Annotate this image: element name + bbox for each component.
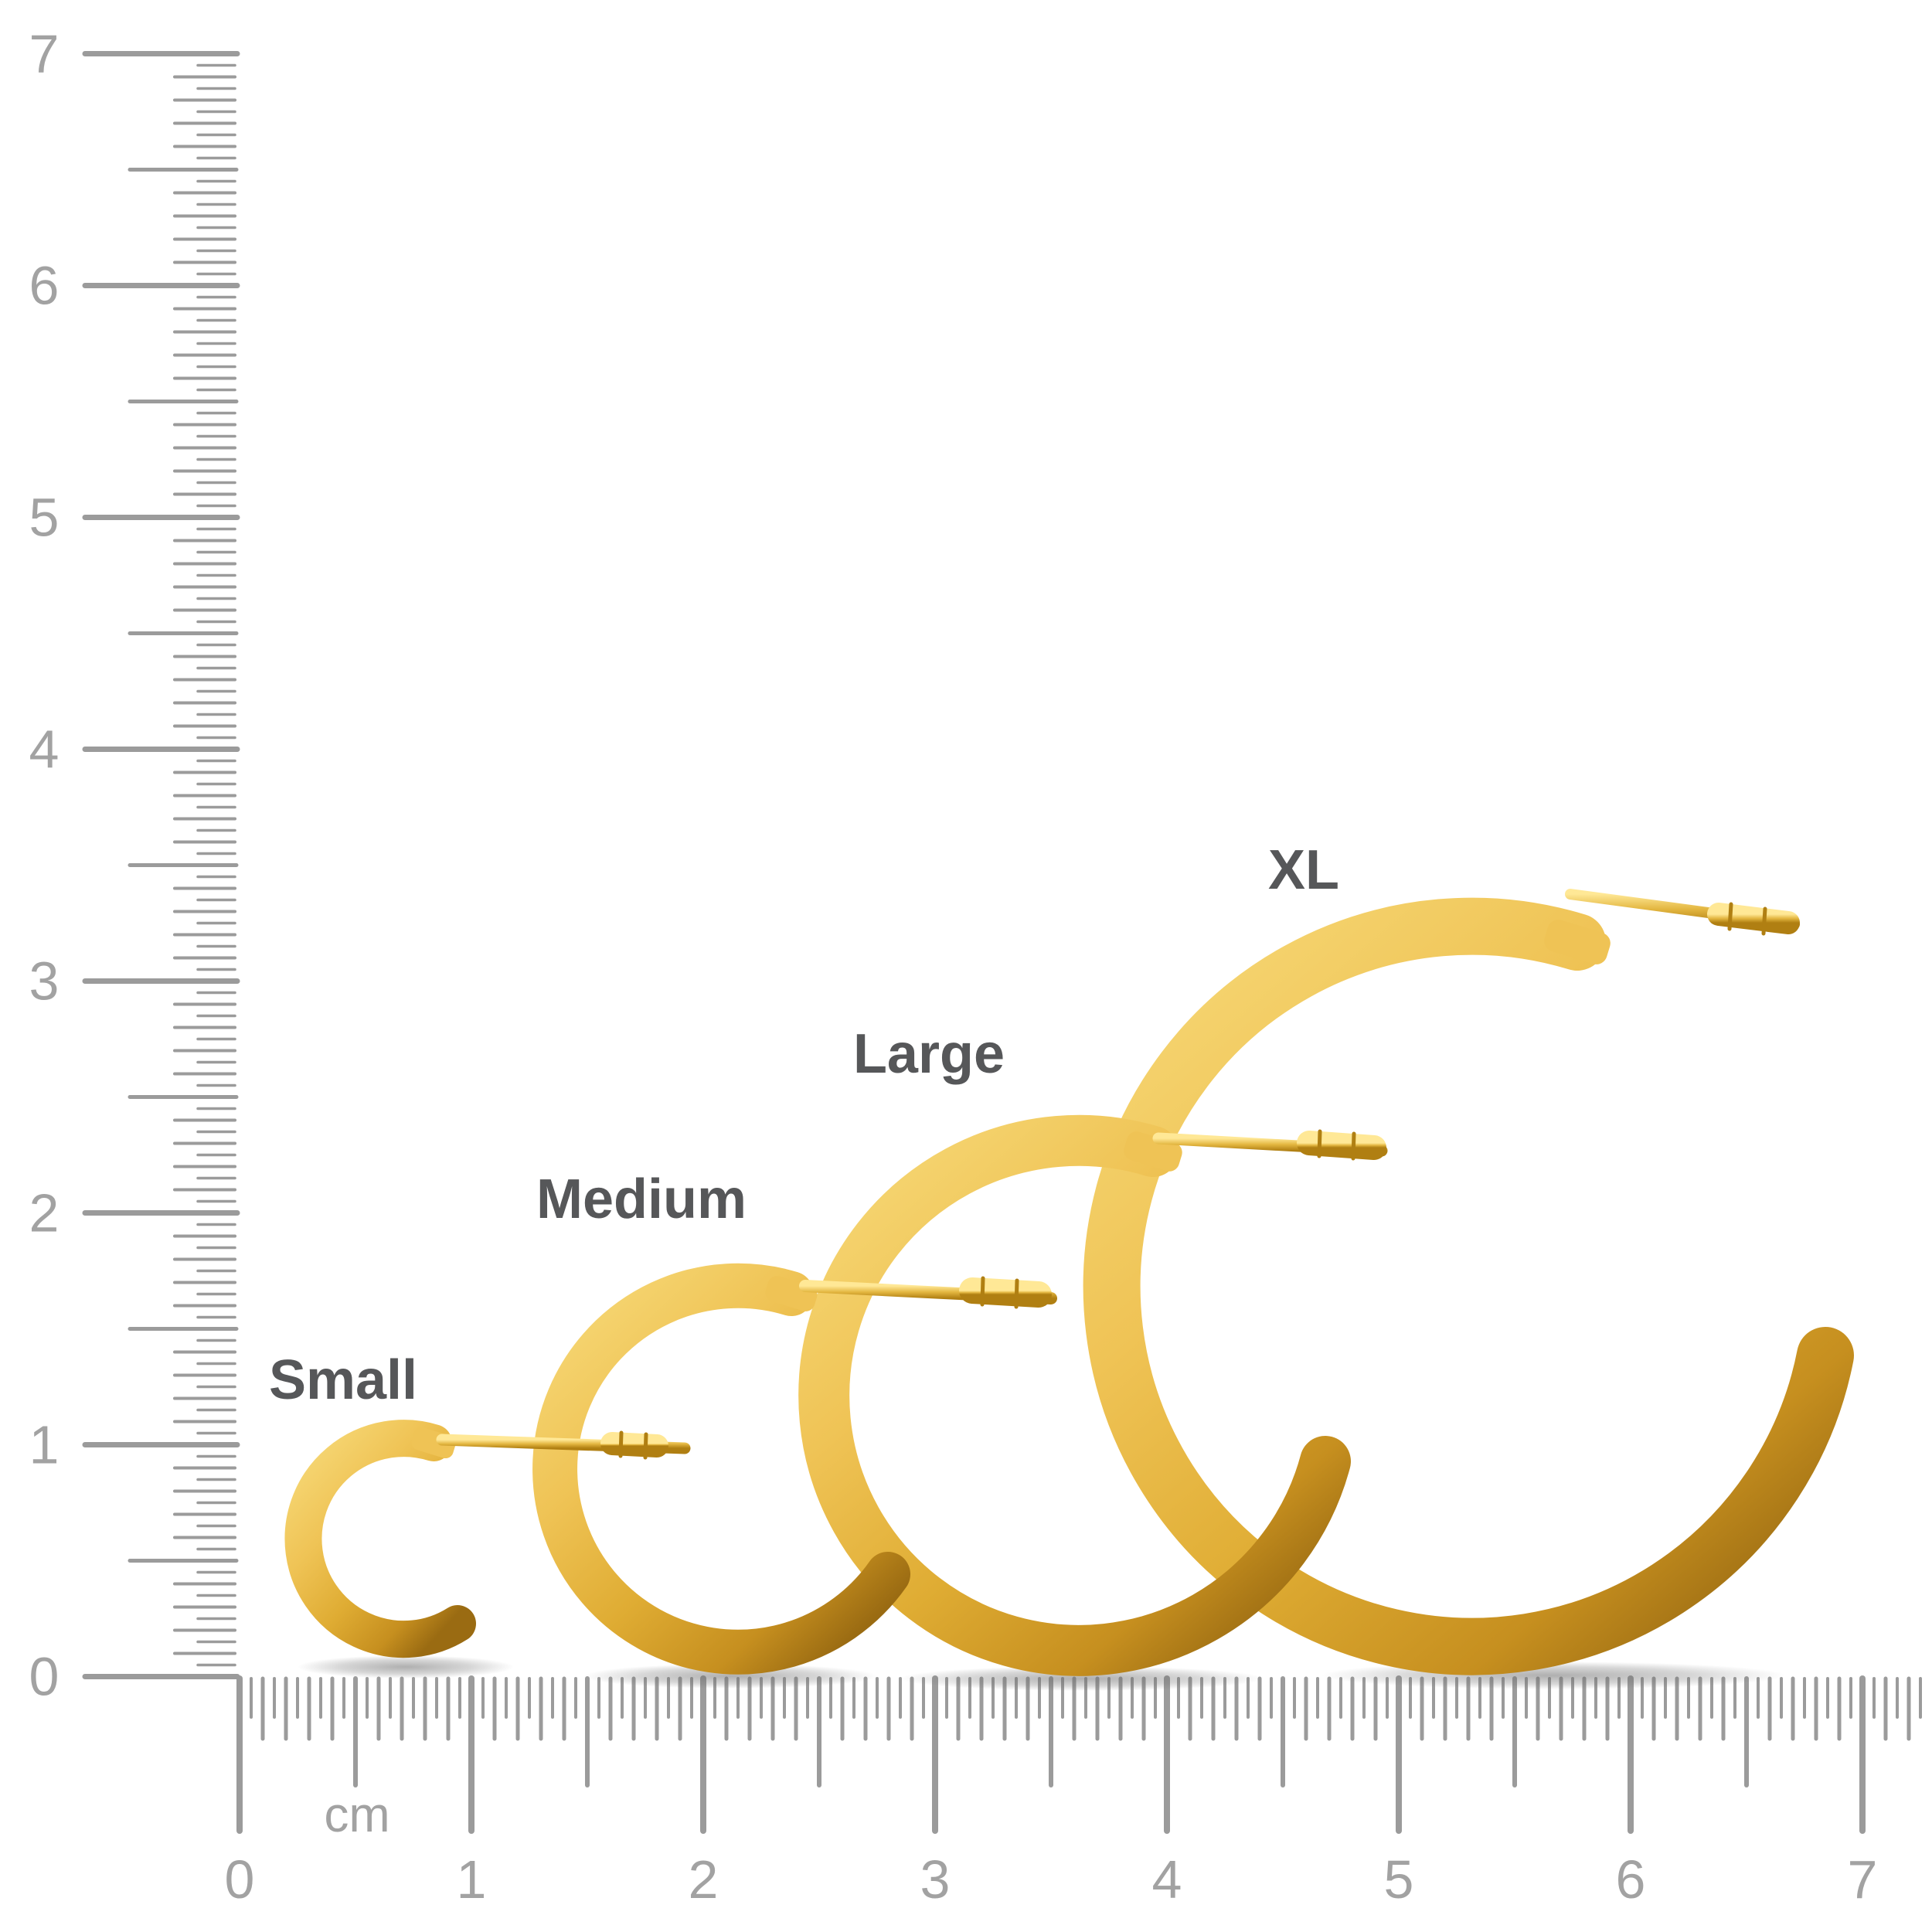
earring-large	[798, 1114, 1388, 1676]
label-large: Large	[853, 1023, 1005, 1085]
v-ruler-number: 5	[29, 488, 60, 548]
butterfly-small	[600, 1432, 668, 1458]
shadow-medium	[583, 1664, 877, 1689]
v-ruler-number: 7	[29, 24, 60, 84]
earring-small	[284, 1420, 691, 1658]
hoop-xl	[1083, 897, 1854, 1675]
label-small: Small	[269, 1349, 417, 1411]
butterfly-small-notches	[618, 1430, 648, 1460]
h-ruler-number: 7	[1848, 1849, 1878, 1910]
hoop-large	[798, 1114, 1351, 1676]
shadow-large	[900, 1666, 1264, 1691]
h-ruler-number: 0	[225, 1849, 255, 1910]
butterfly-large-notches	[1317, 1129, 1356, 1161]
v-ruler-number: 6	[29, 256, 60, 316]
earrings	[284, 889, 1854, 1676]
earring-xl	[1083, 889, 1854, 1675]
h-ruler-number: 3	[920, 1849, 951, 1910]
vertical-ruler: 7 6 5 4 3 2 1 0	[29, 24, 240, 1707]
v-ruler-number: 3	[29, 951, 60, 1012]
butterfly-medium-notches	[980, 1276, 1019, 1309]
h-ruler-number: 2	[689, 1849, 719, 1910]
butterfly-xl-notches	[1727, 902, 1767, 936]
v-ruler-number: 2	[29, 1183, 60, 1243]
size-labels: Small Medium Large XL	[269, 839, 1339, 1411]
hoop-xl-cut-face	[1544, 920, 1611, 964]
v-ruler-number: 0	[29, 1647, 60, 1707]
shadow-small	[298, 1655, 514, 1679]
label-medium: Medium	[536, 1168, 747, 1230]
v-ruler-number: 4	[29, 719, 60, 780]
hoop-small	[284, 1420, 476, 1658]
unit-label: cm	[324, 1787, 389, 1842]
earring-medium	[532, 1263, 1057, 1675]
horizontal-ruler: cm 0 1 2 3 4 5 6 7	[225, 1675, 1922, 1910]
label-xl: XL	[1268, 839, 1339, 901]
h-ruler-number: 6	[1616, 1849, 1646, 1910]
h-ruler-number: 4	[1152, 1849, 1182, 1910]
v-ruler-number: 1	[29, 1415, 60, 1475]
hoop-medium	[532, 1263, 910, 1675]
h-ruler-number: 5	[1384, 1849, 1414, 1910]
h-ruler-number: 1	[457, 1849, 487, 1910]
